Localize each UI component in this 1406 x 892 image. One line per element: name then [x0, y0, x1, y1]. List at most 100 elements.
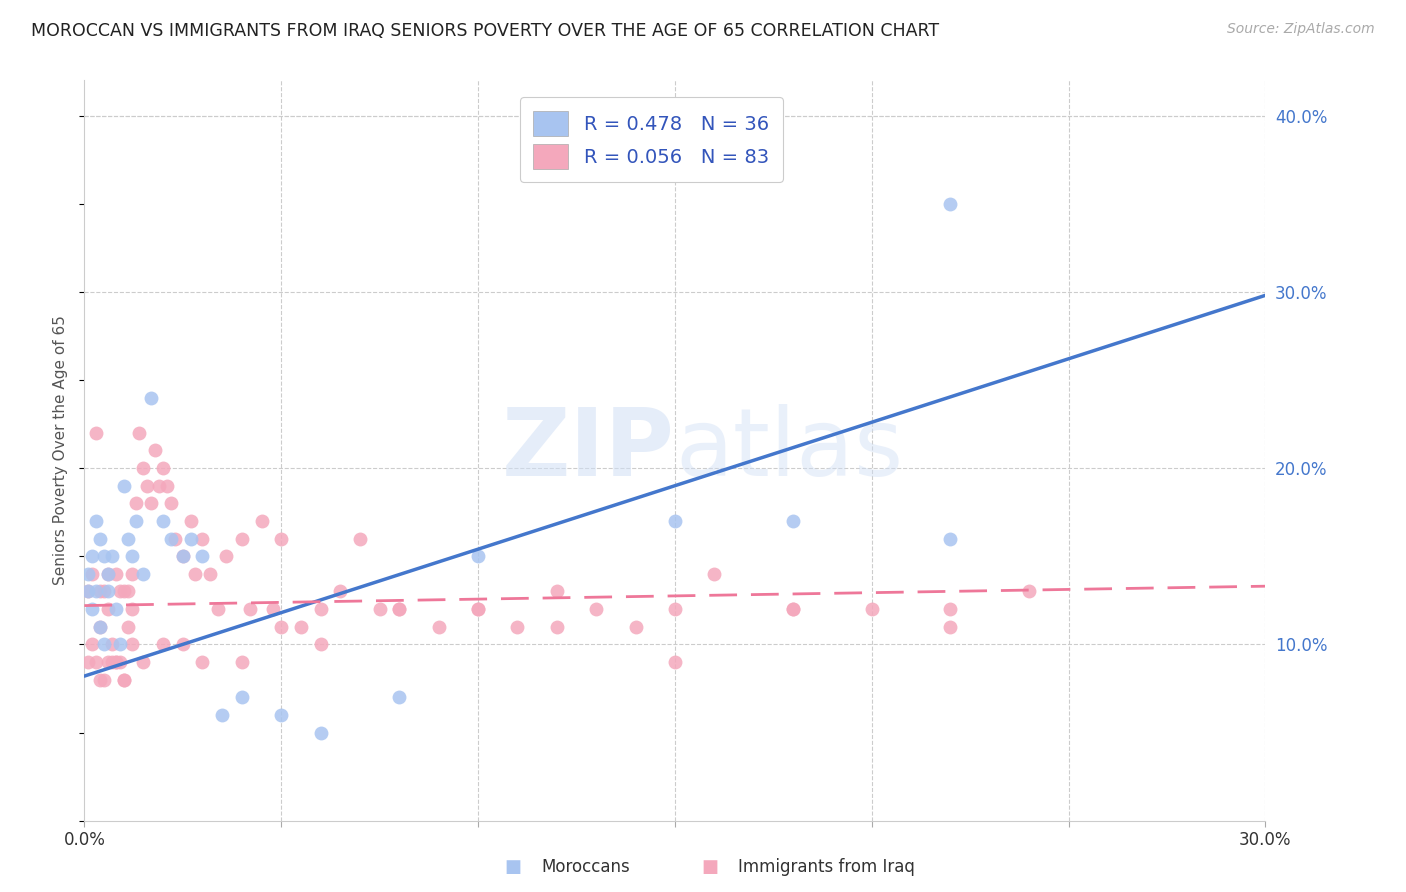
Point	[117, 532, 139, 546]
Point	[82, 549, 104, 564]
Point	[506, 620, 529, 634]
Point	[108, 655, 131, 669]
Point	[152, 514, 174, 528]
Point	[207, 602, 229, 616]
Point	[82, 602, 104, 616]
Point	[84, 514, 107, 528]
Point	[939, 620, 962, 634]
Point	[77, 566, 100, 581]
Point	[141, 496, 163, 510]
Point	[270, 707, 292, 722]
Point	[624, 620, 647, 634]
Point	[191, 532, 214, 546]
Point	[183, 566, 205, 581]
Point	[141, 391, 163, 405]
Point	[388, 602, 411, 616]
Point	[703, 566, 725, 581]
Point	[664, 655, 686, 669]
Point	[97, 655, 120, 669]
Point	[117, 620, 139, 634]
Point	[101, 637, 124, 651]
Point	[108, 584, 131, 599]
Point	[101, 549, 124, 564]
Point	[270, 620, 292, 634]
Point	[467, 602, 489, 616]
Point	[117, 584, 139, 599]
Point	[84, 655, 107, 669]
Point	[124, 514, 146, 528]
Point	[172, 549, 194, 564]
Point	[77, 584, 100, 599]
Point	[152, 461, 174, 475]
Point	[143, 443, 166, 458]
Point	[82, 566, 104, 581]
Point	[89, 620, 111, 634]
Point	[180, 532, 202, 546]
Point	[231, 532, 253, 546]
Point	[112, 584, 135, 599]
Point	[239, 602, 262, 616]
Point	[180, 514, 202, 528]
Point	[211, 707, 233, 722]
Point	[97, 566, 120, 581]
Point	[152, 637, 174, 651]
Point	[93, 637, 115, 651]
Point	[101, 655, 124, 669]
Point	[112, 479, 135, 493]
Point	[163, 532, 186, 546]
Text: Immigrants from Iraq: Immigrants from Iraq	[738, 858, 915, 876]
Point	[939, 196, 962, 211]
Text: Source: ZipAtlas.com: Source: ZipAtlas.com	[1227, 22, 1375, 37]
Point	[939, 532, 962, 546]
Point	[108, 637, 131, 651]
Point	[427, 620, 450, 634]
Point	[136, 479, 159, 493]
Point	[191, 549, 214, 564]
Y-axis label: Seniors Poverty Over the Age of 65: Seniors Poverty Over the Age of 65	[53, 316, 69, 585]
Point	[93, 673, 115, 687]
Point	[782, 602, 804, 616]
Point	[664, 602, 686, 616]
Point	[231, 655, 253, 669]
Point	[132, 461, 155, 475]
Point	[132, 655, 155, 669]
Point	[104, 655, 127, 669]
Point	[782, 514, 804, 528]
Point	[89, 584, 111, 599]
Point	[84, 584, 107, 599]
Point	[262, 602, 284, 616]
Text: ZIP: ZIP	[502, 404, 675, 497]
Point	[546, 584, 568, 599]
Point	[121, 602, 143, 616]
Point	[172, 549, 194, 564]
Point	[121, 637, 143, 651]
Point	[250, 514, 273, 528]
Point	[93, 549, 115, 564]
Point	[860, 602, 883, 616]
Point	[160, 532, 183, 546]
Point	[309, 725, 332, 739]
Point	[121, 549, 143, 564]
Legend: R = 0.478   N = 36, R = 0.056   N = 83: R = 0.478 N = 36, R = 0.056 N = 83	[520, 97, 783, 182]
Point	[782, 602, 804, 616]
Text: atlas: atlas	[675, 404, 903, 497]
Point	[97, 566, 120, 581]
Text: ■: ■	[702, 858, 718, 876]
Point	[368, 602, 391, 616]
Point	[467, 549, 489, 564]
Point	[124, 496, 146, 510]
Point	[309, 602, 332, 616]
Point	[309, 637, 332, 651]
Point	[84, 425, 107, 440]
Point	[77, 655, 100, 669]
Point	[200, 566, 222, 581]
Point	[97, 584, 120, 599]
Point	[112, 673, 135, 687]
Point	[89, 620, 111, 634]
Point	[104, 655, 127, 669]
Point	[104, 602, 127, 616]
Point	[388, 690, 411, 705]
Point	[329, 584, 352, 599]
Point	[231, 690, 253, 705]
Point	[89, 532, 111, 546]
